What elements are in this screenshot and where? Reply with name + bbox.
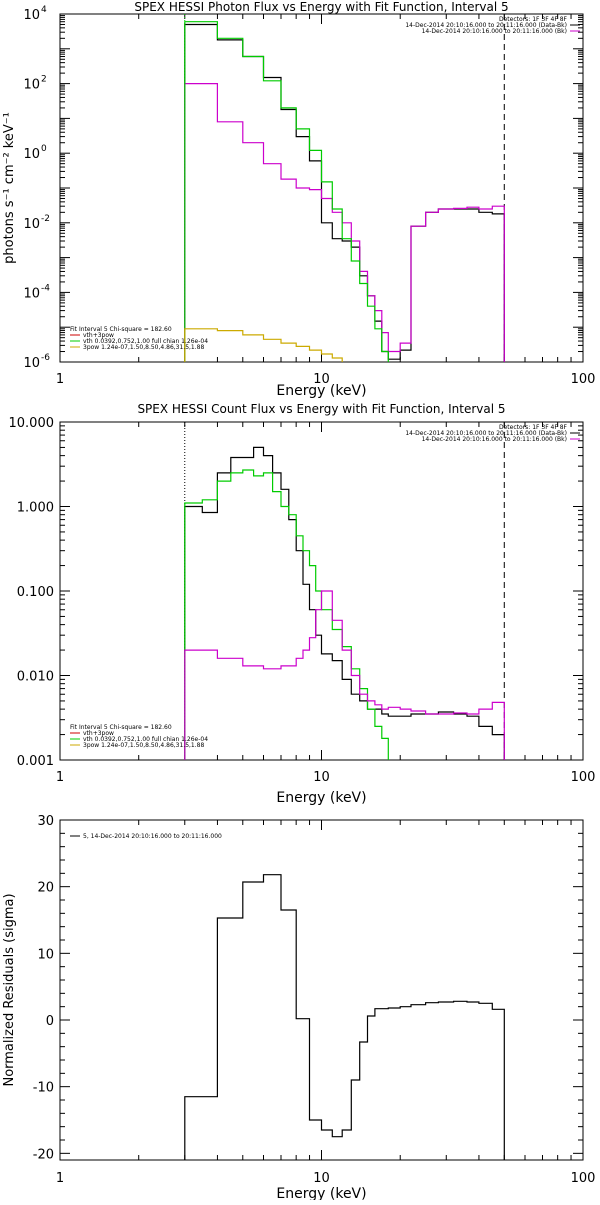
y-tick-label: -20	[33, 1147, 54, 1162]
legend-right-text: 14-Dec-2014 20:10:16.000 to 20:11:16.000…	[405, 22, 567, 29]
y-tick-label: 10	[23, 8, 40, 23]
y-tick-label: 10	[23, 217, 40, 232]
x-axis-label: Energy (keV)	[276, 1186, 366, 1200]
legend-left-text: Fit Interval 5 Chi-square = 182.60	[70, 724, 172, 731]
panel-2: SPEX HESSI Count Flux vs Energy with Fit…	[9, 402, 596, 806]
legend-left-text: vth 0.0392,0.752,1.00 full chian 1.26e-0…	[83, 338, 208, 345]
legend-left-text: Fit Interval 5 Chi-square = 182.60	[70, 326, 172, 333]
series-line-4	[184, 328, 343, 362]
panel-1: SPEX HESSI Photon Flux vs Energy with Fi…	[2, 0, 595, 399]
chart-title: SPEX HESSI Count Flux vs Energy with Fit…	[137, 402, 505, 416]
legend-right-text: Detectors: 1F 3F 4F 8F	[499, 16, 568, 23]
x-tick-label: 10	[313, 372, 330, 387]
x-tick-label: 1	[56, 770, 64, 785]
x-axis-label: Energy (keV)	[276, 383, 366, 399]
y-axis-label: photons s⁻¹ cm⁻² keV⁻¹	[2, 112, 17, 264]
y-tick-label: 1.000	[17, 501, 54, 516]
y-tick-label: 10.000	[9, 416, 55, 431]
chart-title: SPEX HESSI Photon Flux vs Energy with Fi…	[134, 0, 508, 14]
y-axis-label: Normalized Residuals (sigma)	[2, 893, 17, 1086]
series-line-3	[184, 590, 505, 760]
x-tick-label: 10	[313, 770, 330, 785]
x-tick-label: 10	[313, 1171, 330, 1186]
y-tick-exponent: -6	[41, 353, 50, 363]
legend-right-text: 14-Dec-2014 20:10:16.000 to 20:11:16.000…	[422, 436, 567, 443]
legend-right-text: 14-Dec-2014 20:10:16.000 to 20:11:16.000…	[405, 430, 567, 437]
legend-left-text: 3pow 1.24e-07,1.50,8.50,4.86,31.5,1.88	[83, 344, 204, 351]
legend-right-text: Detectors: 1F 3F 4F 8F	[499, 424, 568, 431]
y-tick-label: 0.100	[17, 585, 54, 600]
y-tick-label: 0.001	[17, 754, 54, 769]
x-tick-label: 1	[56, 1171, 64, 1186]
legend-left-text: vth+3pow	[83, 332, 114, 339]
panel-3: Energy (keV) Normalized Residuals (sigma)…	[2, 814, 596, 1202]
y-tick-label: 0	[46, 1014, 54, 1029]
y-tick-label: 10	[37, 947, 54, 962]
y-tick-exponent: -2	[41, 214, 50, 224]
x-tick-label: 100	[571, 372, 596, 387]
y-tick-label: 10	[23, 286, 40, 301]
legend-left-text: vth 0.0392,0.752,1.00 full chian 1.26e-0…	[83, 736, 208, 743]
legend-left-text: vth+3pow	[83, 730, 114, 737]
y-tick-exponent: 4	[41, 5, 47, 15]
legend-right-text: 14-Dec-2014 20:10:16.000 to 20:11:16.000…	[422, 28, 567, 35]
series-line-3	[184, 21, 389, 362]
y-tick-label: 20	[37, 881, 54, 896]
series-line-1	[184, 446, 505, 760]
legend-left-text: 3pow 1.24e-07,1.50,8.50,4.86,31.5,1.88	[83, 742, 204, 749]
y-tick-exponent: 2	[41, 75, 47, 85]
y-tick-label: 10	[23, 356, 40, 371]
x-tick-label: 100	[571, 1171, 596, 1186]
y-tick-label: 0.010	[17, 670, 54, 685]
series-line-1	[184, 23, 505, 362]
series-line-2	[184, 469, 389, 760]
y-tick-exponent: -4	[41, 283, 50, 293]
x-tick-label: 100	[571, 770, 596, 785]
legend-left-text: 5, 14-Dec-2014 20:10:16.000 to 20:11:16.…	[83, 833, 222, 840]
y-tick-exponent: 0	[41, 144, 47, 154]
y-tick-label: -10	[33, 1081, 54, 1096]
y-tick-label: 10	[23, 147, 40, 162]
y-tick-label: 30	[37, 814, 54, 829]
x-tick-label: 1	[56, 372, 64, 387]
series-line-2	[184, 83, 505, 362]
y-tick-label: 10	[23, 78, 40, 93]
series-line-1	[184, 874, 505, 1160]
x-axis-label: Energy (keV)	[276, 790, 366, 806]
